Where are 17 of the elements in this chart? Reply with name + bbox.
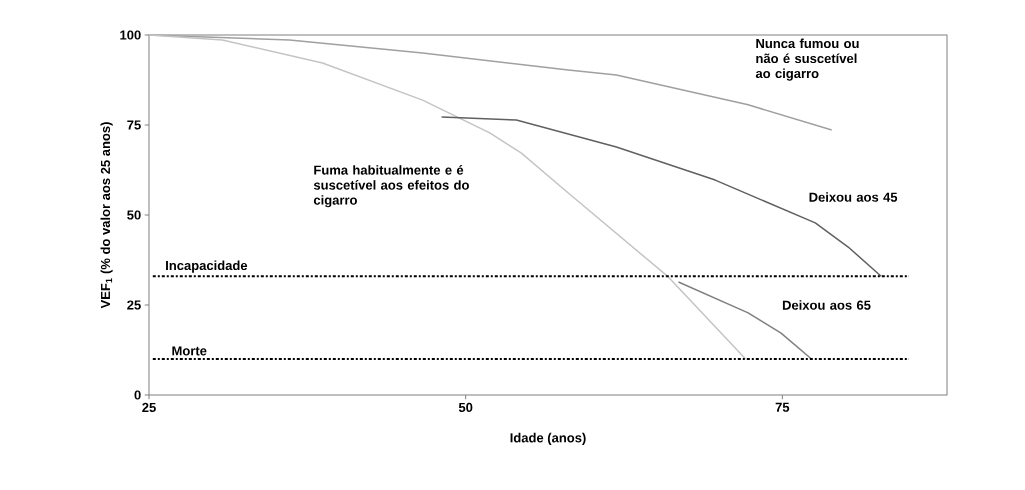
y-tick-label: 0	[134, 390, 141, 400]
x-tick-label: 25	[142, 402, 156, 412]
y-tick-label: 50	[127, 210, 141, 220]
y-tick-label: 100	[120, 30, 141, 40]
series-label: Nunca fumou ou não é suscetível ao cigarro	[755, 38, 859, 81]
ref-line-label: Incapacidade	[166, 260, 248, 273]
ref-line-label: Morte	[172, 346, 207, 356]
y-tick-label: 25	[127, 300, 141, 310]
series-label: Deixou aos 65	[782, 300, 871, 310]
x-axis-title: Idade (anos)	[510, 432, 586, 445]
text: Fuma habitualmente e é suscetível aos efeitos do cigarro	[313, 165, 469, 208]
y-tick-label: 75	[127, 120, 141, 130]
series-label: Deixou aos 45	[809, 192, 898, 202]
x-tick-label: 75	[775, 402, 790, 412]
x-tick-label: 50	[458, 402, 473, 412]
line-series	[148, 34, 747, 360]
y-axis-title: VEF$_{1}$ (% do valor aos 25 anos)	[100, 122, 113, 309]
